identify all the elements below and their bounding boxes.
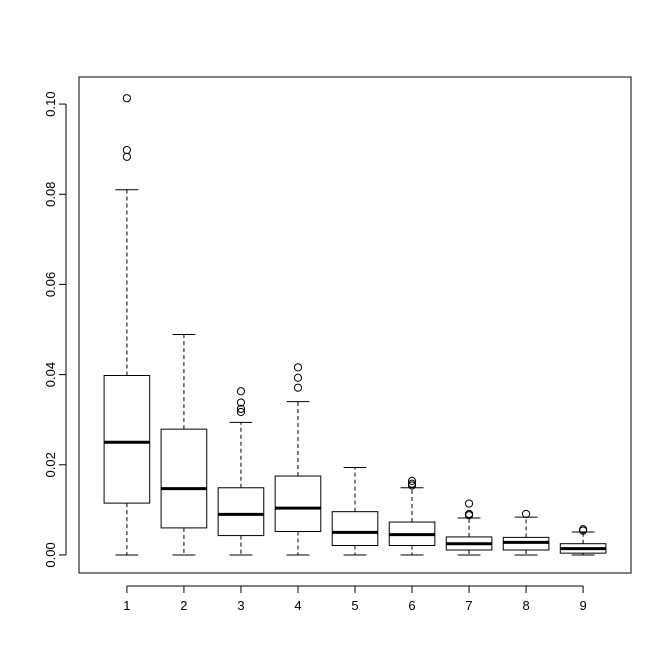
box-series: [103, 94, 607, 556]
outlier-point: [122, 94, 132, 103]
y-tick-label: 0.06: [43, 272, 58, 297]
outlier-point: [407, 479, 417, 488]
iqr-box: [217, 487, 265, 537]
outlier-point: [293, 363, 303, 372]
y-tick-label: 0.10: [43, 91, 58, 116]
iqr-box: [331, 511, 379, 546]
x-tick-label: 5: [351, 598, 358, 613]
outlier-point: [236, 407, 246, 417]
iqr-box: [103, 375, 151, 504]
outlier-point: [464, 509, 474, 519]
box-group: [388, 476, 436, 556]
outlier-point: [293, 373, 303, 382]
box-group: [274, 363, 322, 556]
box-group: [331, 466, 379, 556]
x-tick-label: 1: [123, 598, 130, 613]
y-tick-label: 0.08: [43, 182, 58, 207]
outlier-point: [578, 525, 588, 534]
y-axis: 0.00 0.02 0.04 0.06 0.08 0.10: [43, 91, 67, 568]
x-tick-label: 7: [465, 598, 472, 613]
outlier-point: [293, 383, 303, 392]
x-tick-label: 9: [579, 598, 586, 613]
outlier-point: [236, 404, 246, 413]
x-tick-label: 8: [522, 598, 529, 613]
box-group: [502, 509, 550, 556]
outlier-point: [464, 499, 474, 508]
outlier-point: [521, 509, 531, 519]
x-tick-label: 2: [180, 598, 187, 613]
y-tick-label: 0.04: [43, 362, 58, 387]
box-group: [559, 525, 607, 556]
box-group: [445, 499, 493, 556]
x-tick-label: 4: [294, 598, 301, 613]
outlier-point: [122, 145, 132, 155]
iqr-box: [274, 475, 322, 533]
outlier-point: [236, 387, 246, 396]
box-group: [160, 333, 208, 556]
y-tick-label: 0.02: [43, 452, 58, 477]
outlier-point: [122, 152, 132, 161]
x-tick-label: 6: [408, 598, 415, 613]
outlier-point: [236, 398, 246, 407]
box-group: [103, 94, 151, 556]
iqr-box: [160, 428, 208, 529]
box-group: [217, 387, 265, 556]
plot-frame: [78, 76, 632, 574]
y-tick-label: 0.00: [43, 542, 58, 567]
outlier-point: [407, 476, 417, 486]
x-axis: 1 2 3 4 5 6 7 8 9: [123, 585, 587, 613]
x-tick-label: 3: [237, 598, 244, 613]
